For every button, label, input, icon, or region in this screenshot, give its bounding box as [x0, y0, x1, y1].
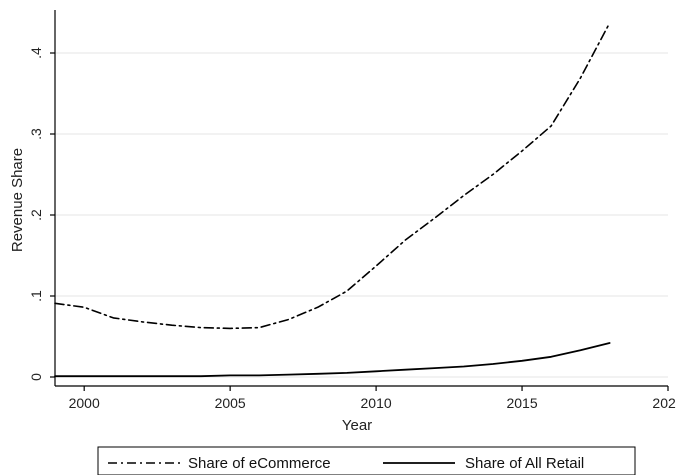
y-axis-title: Revenue Share — [9, 148, 26, 252]
y-tick-label-3: .3 — [28, 128, 44, 140]
legend: Share of eCommerce Share of All Retail — [98, 447, 635, 475]
x-tick-label-2: 2010 — [361, 395, 392, 411]
legend-label-ecommerce: Share of eCommerce — [188, 455, 331, 472]
grid-lines — [55, 53, 668, 377]
x-axis-title: Year — [342, 417, 372, 434]
y-tick-label-2: .2 — [28, 209, 44, 221]
x-tick-label-4: 2020 — [652, 395, 676, 411]
x-tick-label-3: 2015 — [506, 395, 537, 411]
x-tick-label-1: 2005 — [215, 395, 246, 411]
y-tick-label-0: 0 — [28, 373, 44, 381]
legend-label-all-retail: Share of All Retail — [465, 455, 584, 472]
y-tick-label-1: .1 — [28, 290, 44, 302]
series-lines — [55, 23, 610, 376]
series-line-share-of-ecommerce — [55, 23, 610, 328]
x-tick-label-0: 2000 — [69, 395, 100, 411]
y-tick-label-4: .4 — [28, 47, 44, 59]
series-line-share-of-all-retail — [55, 343, 610, 376]
